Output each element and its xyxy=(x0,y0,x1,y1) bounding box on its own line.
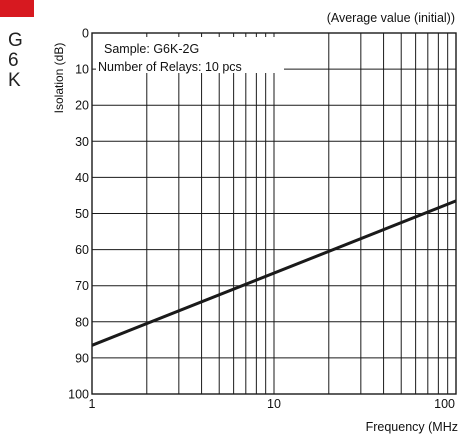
y-axis-label: Isolation (dB) xyxy=(52,43,66,114)
plot-frame xyxy=(91,32,457,395)
x-axis-label: Frequency (MHz xyxy=(366,420,458,434)
y-tick-label: 20 xyxy=(75,99,89,113)
y-tick-label: 50 xyxy=(75,207,89,221)
chart-note: (Average value (initial)) xyxy=(327,11,455,25)
grid-layer xyxy=(92,33,456,394)
y-tick-label: 80 xyxy=(75,315,89,329)
x-tick-label: 1 xyxy=(89,397,96,411)
annotation-sample: Sample: G6K-2G xyxy=(104,42,199,56)
y-tick-label: 100 xyxy=(68,388,89,402)
side-letter-1: G xyxy=(8,30,23,51)
y-tick-label: 90 xyxy=(75,351,89,365)
y-tick-label: 60 xyxy=(75,243,89,257)
section-tab-marker xyxy=(0,0,34,17)
y-tick-label: 30 xyxy=(75,135,89,149)
x-tick-label: 100 xyxy=(434,397,455,411)
y-tick-label: 0 xyxy=(82,27,89,41)
isolation-series-line xyxy=(91,199,457,347)
side-letter-3: K xyxy=(8,70,21,91)
series-layer xyxy=(91,199,457,347)
y-tick-label: 70 xyxy=(75,279,89,293)
side-letter-2: 6 xyxy=(8,50,19,71)
x-tick-label: 10 xyxy=(267,397,281,411)
annotation-relay-count: Number of Relays: 10 pcs xyxy=(98,60,242,74)
y-tick-label: 40 xyxy=(75,171,89,185)
annotation-background xyxy=(96,37,284,73)
y-tick-label: 10 xyxy=(75,63,89,77)
